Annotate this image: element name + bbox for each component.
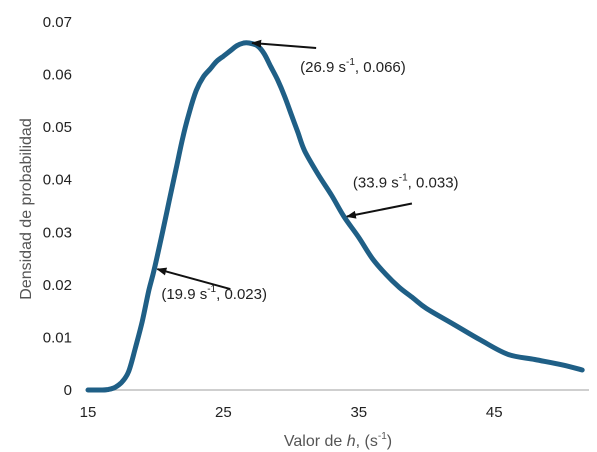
y-tick-label: 0.02 bbox=[43, 277, 72, 294]
annotation-label: (19.9 s-1, 0.023) bbox=[161, 284, 267, 303]
annotation-label: (26.9 s-1, 0.066) bbox=[300, 57, 406, 76]
y-axis-ticks: 0 0.01 0.02 0.03 0.04 0.05 0.06 0.07 bbox=[43, 14, 72, 399]
x-tick-label: 25 bbox=[215, 404, 232, 421]
x-tick-label: 15 bbox=[80, 404, 97, 421]
y-axis-title: Densidad de probabilidad bbox=[18, 118, 35, 299]
annotations: (26.9 s-1, 0.066) (33.9 s-1, 0.033) (19.9 … bbox=[156, 39, 459, 303]
annotation-arrow bbox=[156, 267, 231, 291]
annotation-label: (33.9 s-1, 0.033) bbox=[353, 173, 459, 192]
x-tick-label: 35 bbox=[350, 404, 367, 421]
y-tick-label: 0 bbox=[64, 382, 72, 399]
y-tick-label: 0.06 bbox=[43, 67, 72, 84]
annotation-arrow bbox=[345, 202, 413, 219]
x-axis-ticks: 15 25 35 45 bbox=[80, 404, 503, 421]
y-tick-label: 0.05 bbox=[43, 119, 72, 136]
x-axis-title: Valor de h, (s-1) bbox=[284, 431, 392, 450]
annotation-arrow bbox=[251, 39, 317, 50]
y-tick-label: 0.01 bbox=[43, 329, 72, 346]
probability-density-curve bbox=[85, 40, 585, 393]
y-tick-label: 0.04 bbox=[43, 172, 72, 189]
y-tick-label: 0.03 bbox=[43, 224, 72, 241]
x-tick-label: 45 bbox=[486, 404, 503, 421]
y-tick-label: 0.07 bbox=[43, 14, 72, 31]
